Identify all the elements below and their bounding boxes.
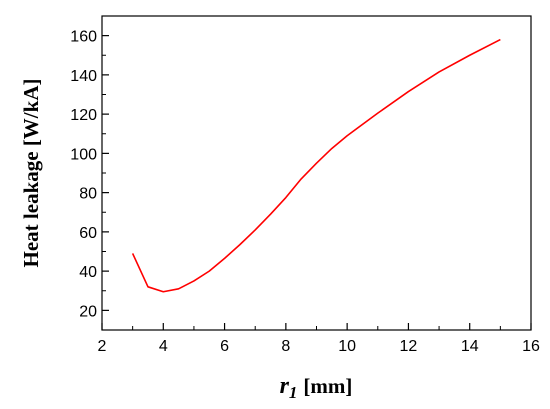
x-tick-label: 14 [461,338,479,355]
y-tick-label: 20 [79,303,97,320]
y-tick-label: 120 [70,107,97,124]
y-axis-ticks: 20 40 60 80 100 120 140 160 [70,29,109,320]
y-tick-label: 80 [79,186,97,203]
x-tick-label: 2 [98,338,107,355]
x-axis-title-subscript: 1 [289,383,298,402]
series-layer [131,38,501,293]
x-tick-label: 8 [281,338,290,355]
y-tick-label: 40 [79,264,97,281]
y-tick-label: 100 [70,146,97,163]
x-axis-ticks: 2 4 6 8 10 12 14 16 [98,323,540,355]
series-line [131,38,501,293]
x-tick-label: 10 [338,338,356,355]
x-axis-title: r1 [mm] [280,373,353,402]
x-axis-title-symbol: r [280,373,290,399]
x-tick-label: 4 [159,338,168,355]
x-tick-label: 16 [522,338,540,355]
x-axis-title-unit: [mm] [303,374,352,398]
y-tick-label: 140 [70,68,97,85]
plot-frame [101,15,532,331]
y-axis-title: Heat leakage [W/kA] [19,79,43,268]
x-tick-label: 6 [220,338,229,355]
x-tick-label: 12 [400,338,418,355]
y-tick-label: 160 [70,29,97,46]
y-tick-label: 60 [79,225,97,242]
